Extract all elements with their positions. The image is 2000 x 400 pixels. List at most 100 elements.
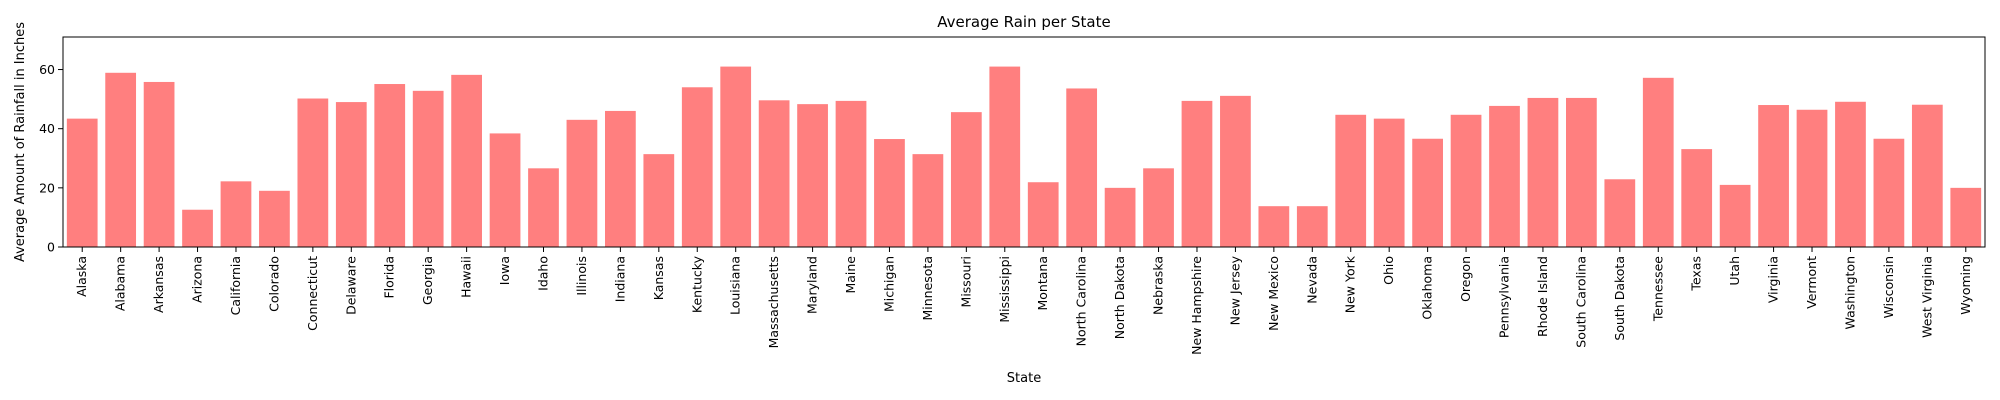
x-tick-label: Colorado [266,256,281,312]
bar-ohio [1373,118,1405,247]
bar-north-dakota [1104,187,1136,247]
bar-washington [1835,101,1866,248]
bar-georgia [412,90,444,247]
bar-colorado [259,190,290,247]
bar-wisconsin [1873,138,1905,247]
x-tick-label: Oregon [1458,256,1473,302]
x-tick-label: Alabama [113,256,128,311]
y-axis-label: Average Amount of Rainfall in Inches [13,22,28,262]
bar-west-virginia [1911,104,1943,247]
bar-kansas [643,154,675,247]
x-tick-label: Illinois [574,256,589,296]
x-tick-label: Oklahoma [1420,256,1435,320]
x-tick-label: South Dakota [1612,256,1627,341]
x-tick-label: Indiana [612,256,627,302]
bar-new-york [1335,114,1367,247]
x-tick-label: New York [1343,255,1358,313]
x-tick-label: Alaska [74,256,89,297]
x-tick-label: Michigan [881,256,896,312]
x-tick-label: North Carolina [1074,256,1089,346]
bar-new-hampshire [1181,100,1213,247]
x-tick-label: Wisconsin [1881,256,1896,318]
x-tick-label: Pennsylvania [1497,256,1512,338]
x-tick-label: Georgia [420,256,435,305]
bar-virginia [1758,105,1789,247]
y-tick-label: 40 [39,121,55,136]
bar-hawaii [451,74,482,247]
x-tick-label: Washington [1842,256,1857,329]
x-tick-label: Kentucky [689,255,704,313]
x-tick-label: Tennessee [1650,256,1665,322]
x-tick-label: North Dakota [1112,256,1127,339]
bar-tennessee [1642,77,1674,247]
bar-missouri [950,112,982,247]
bar-maine [835,100,867,247]
x-tick-label: Mississippi [997,256,1012,323]
bar-florida [374,84,406,247]
bar-connecticut [297,98,329,248]
x-tick-label: Wyoming [1958,256,1973,315]
x-tick-label: Minnesota [920,256,935,321]
x-axis: Alaska Alabama Arkansas Arizona California Co… [74,247,1973,355]
chart-title: Average Rain per State [937,13,1110,31]
bar-arkansas [143,81,175,248]
x-tick-label: Rhode Island [1535,256,1550,337]
bar-maryland [797,104,828,247]
bar-indiana [605,110,636,247]
bar-rhode-island [1527,97,1559,248]
x-tick-label: Nevada [1304,256,1319,304]
x-tick-label: Florida [382,256,397,299]
bar-north-carolina [1066,88,1098,248]
bar-texas [1681,149,1713,247]
x-tick-label: Maine [843,256,858,294]
x-tick-label: Idaho [536,256,551,291]
x-tick-label: Maryland [805,256,820,314]
bar-wyoming [1950,187,1982,247]
y-axis: 0 20 40 60 [39,62,63,255]
x-tick-label: Kansas [651,256,666,300]
bar-vermont [1796,109,1828,247]
bar-nevada [1296,206,1328,247]
bar-pennsylvania [1489,105,1520,247]
x-tick-label: Delaware [343,256,358,315]
bar-alaska [66,118,98,247]
x-tick-label: Missouri [958,256,973,307]
x-tick-label: New Hampshire [1189,256,1204,355]
bar-oregon [1450,114,1482,247]
bar-california [220,181,252,247]
bar-minnesota [912,154,944,247]
x-tick-label: Connecticut [305,256,320,331]
bar-utah [1719,184,1751,247]
bar-michigan [874,139,905,247]
x-tick-label: Hawaii [459,256,474,298]
x-tick-label: California [228,256,243,315]
x-tick-label: New Jersey [1227,255,1242,325]
x-tick-label: New Mexico [1266,256,1281,331]
y-tick-label: 20 [39,180,55,195]
x-tick-label: Texas [1689,256,1704,292]
bar-south-carolina [1566,97,1597,248]
bar-arizona [182,209,213,247]
x-tick-label: South Carolina [1573,256,1588,348]
bar-oklahoma [1412,138,1443,247]
bar-illinois [566,119,598,247]
y-tick-label: 0 [47,240,55,255]
x-tick-label: Vermont [1804,256,1819,309]
x-tick-label: Arkansas [151,256,166,313]
x-tick-label: Montana [1035,256,1050,311]
bar-montana [1027,182,1059,247]
x-tick-label: Nebraska [1151,256,1166,315]
x-axis-label: State [1007,371,1041,386]
bar-massachusetts [758,100,790,247]
bar-alabama [105,72,137,247]
bar-mississippi [989,66,1021,247]
x-tick-label: Virginia [1766,256,1781,303]
x-tick-label: Utah [1727,256,1742,286]
y-tick-label: 60 [39,62,55,77]
bars-group [66,66,1982,248]
x-tick-label: Ohio [1381,256,1396,285]
bar-louisiana [720,66,752,247]
bar-delaware [335,102,367,247]
x-tick-label: Arizona [190,256,205,303]
